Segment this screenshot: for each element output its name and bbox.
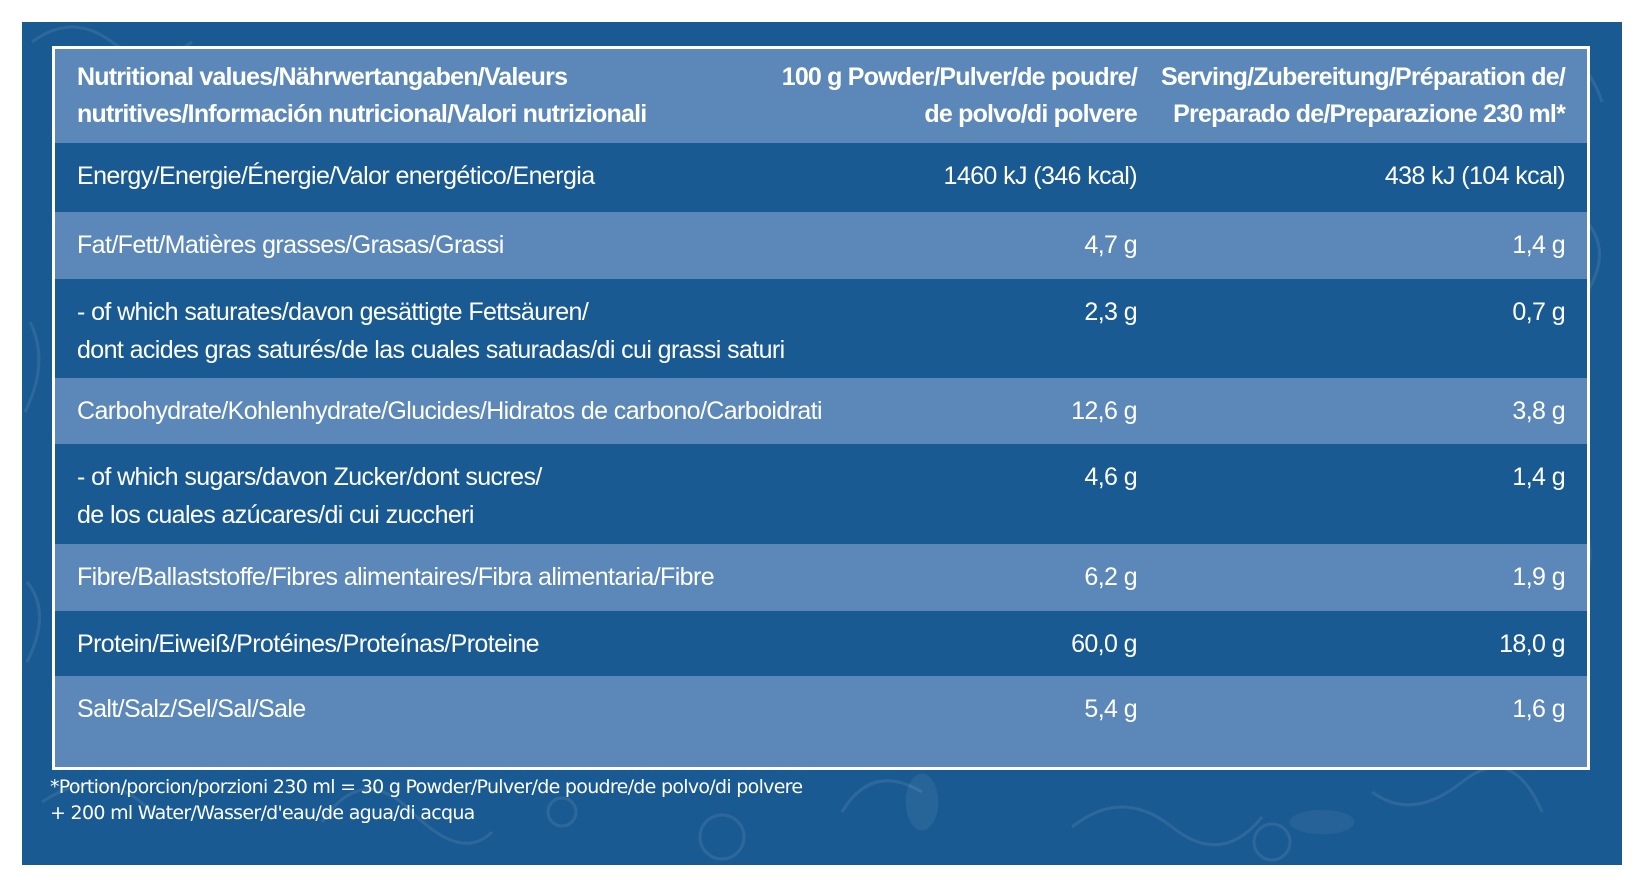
row-label-line-2: de los cuales azúcares/di cui zuccheri bbox=[77, 501, 474, 529]
row-serving-value: 1,4 g bbox=[1512, 231, 1565, 259]
row-per100-value: 4,7 g bbox=[1084, 231, 1137, 259]
table-row-protein: Protein/Eiweiß/Protéines/Proteínas/Prote… bbox=[55, 611, 1587, 676]
table-row-fibre: Fibre/Ballaststoffe/Fibres alimentaires/… bbox=[55, 544, 1587, 611]
header-per100-line-2: de polvo/di polvere bbox=[924, 100, 1137, 128]
row-label: Fibre/Ballaststoffe/Fibres alimentaires/… bbox=[77, 544, 737, 611]
row-label: Energy/Energie/Énergie/Valor energético/… bbox=[77, 143, 737, 212]
header-serving-line-1: Serving/Zubereitung/Préparation de/ bbox=[1160, 63, 1566, 91]
footnote-line-2: + 200 ml Water/Wasser/d'eau/de agua/di a… bbox=[50, 802, 475, 824]
row-label-line: Carbohydrate/Kohlenhydrate/Glucides/Hidr… bbox=[77, 397, 823, 425]
row-per100-value: 1460 kJ (346 kcal) bbox=[943, 162, 1138, 190]
row-label-line: Protein/Eiweiß/Protéines/Proteínas/Prote… bbox=[77, 630, 540, 658]
row-serving-value: 1,4 g bbox=[1512, 463, 1565, 491]
row-label-line-2: dont acides gras saturés/de las cuales s… bbox=[77, 336, 785, 364]
row-per100-value: 12,6 g bbox=[1071, 397, 1138, 425]
row-label-line: Energy/Energie/Énergie/Valor energético/… bbox=[77, 162, 595, 190]
row-per100-value: 6,2 g bbox=[1084, 563, 1137, 591]
row-label-line-1: - of which saturates/davon gesättigte Fe… bbox=[77, 298, 589, 326]
table-row-saturates: - of which saturates/davon gesättigte Fe… bbox=[55, 279, 1587, 378]
nutrition-table: Nutritional values/Nährwertangaben/Valeu… bbox=[52, 46, 1590, 770]
header-label-cell: Nutritional values/Nährwertangaben/Valeu… bbox=[77, 49, 737, 143]
row-label-line: Fibre/Ballaststoffe/Fibres alimentaires/… bbox=[77, 563, 715, 591]
table-row-fat: Fat/Fett/Matières grasses/Grasas/Grassi … bbox=[55, 212, 1587, 279]
row-label: Protein/Eiweiß/Protéines/Proteínas/Prote… bbox=[77, 611, 737, 676]
row-label: Carbohydrate/Kohlenhydrate/Glucides/Hidr… bbox=[77, 378, 823, 444]
header-per100-cell: 100 g Powder/Pulver/de poudre/ de polvo/… bbox=[737, 49, 1138, 143]
row-label: - of which saturates/davon gesättigte Fe… bbox=[77, 279, 785, 378]
table-row-sugars: - of which sugars/davon Zucker/dont sucr… bbox=[55, 444, 1587, 544]
row-label: Salt/Salz/Sel/Sal/Sale bbox=[77, 676, 737, 767]
serving-footnote: *Portion/porcion/porzioni 230 ml = 30 g … bbox=[50, 774, 803, 826]
footnote-line-1: *Portion/porcion/porzioni 230 ml = 30 g … bbox=[50, 776, 803, 798]
row-label-line-1: - of which sugars/davon Zucker/dont sucr… bbox=[77, 463, 542, 491]
row-serving-value: 0,7 g bbox=[1512, 298, 1565, 326]
row-serving-value: 1,6 g bbox=[1512, 695, 1565, 723]
row-label-line: Fat/Fett/Matières grasses/Grasas/Grassi bbox=[77, 231, 504, 259]
row-label: Fat/Fett/Matières grasses/Grasas/Grassi bbox=[77, 212, 737, 279]
header-serving-cell: Serving/Zubereitung/Préparation de/ Prep… bbox=[1137, 49, 1566, 143]
row-label-line: Salt/Salz/Sel/Sal/Sale bbox=[77, 695, 306, 723]
nutrition-panel: Nutritional values/Nährwertangaben/Valeu… bbox=[22, 22, 1622, 865]
table-row-salt: Salt/Salz/Sel/Sal/Sale 5,4 g 1,6 g bbox=[55, 676, 1587, 767]
table-header-row: Nutritional values/Nährwertangaben/Valeu… bbox=[55, 49, 1587, 143]
row-serving-value: 438 kJ (104 kcal) bbox=[1384, 162, 1566, 190]
table-row-carbohydrate: Carbohydrate/Kohlenhydrate/Glucides/Hidr… bbox=[55, 378, 1587, 444]
header-label-line-2: nutritives/Información nutricional/Valor… bbox=[77, 100, 647, 128]
row-per100-value: 4,6 g bbox=[1084, 463, 1137, 491]
row-serving-value: 3,8 g bbox=[1512, 397, 1565, 425]
header-serving-line-2: Preparado de/Preparazione 230 ml* bbox=[1173, 100, 1566, 128]
row-per100-value: 60,0 g bbox=[1071, 630, 1138, 658]
header-label-line-1: Nutritional values/Nährwertangaben/Valeu… bbox=[77, 63, 568, 91]
row-per100-value: 5,4 g bbox=[1084, 695, 1137, 723]
table-row-energy: Energy/Energie/Énergie/Valor energético/… bbox=[55, 143, 1587, 212]
row-label: - of which sugars/davon Zucker/dont sucr… bbox=[77, 444, 737, 544]
row-serving-value: 1,9 g bbox=[1512, 563, 1565, 591]
row-serving-value: 18,0 g bbox=[1499, 630, 1566, 658]
row-per100-value: 2,3 g bbox=[1084, 298, 1137, 326]
header-per100-line-1: 100 g Powder/Pulver/de poudre/ bbox=[781, 63, 1138, 91]
